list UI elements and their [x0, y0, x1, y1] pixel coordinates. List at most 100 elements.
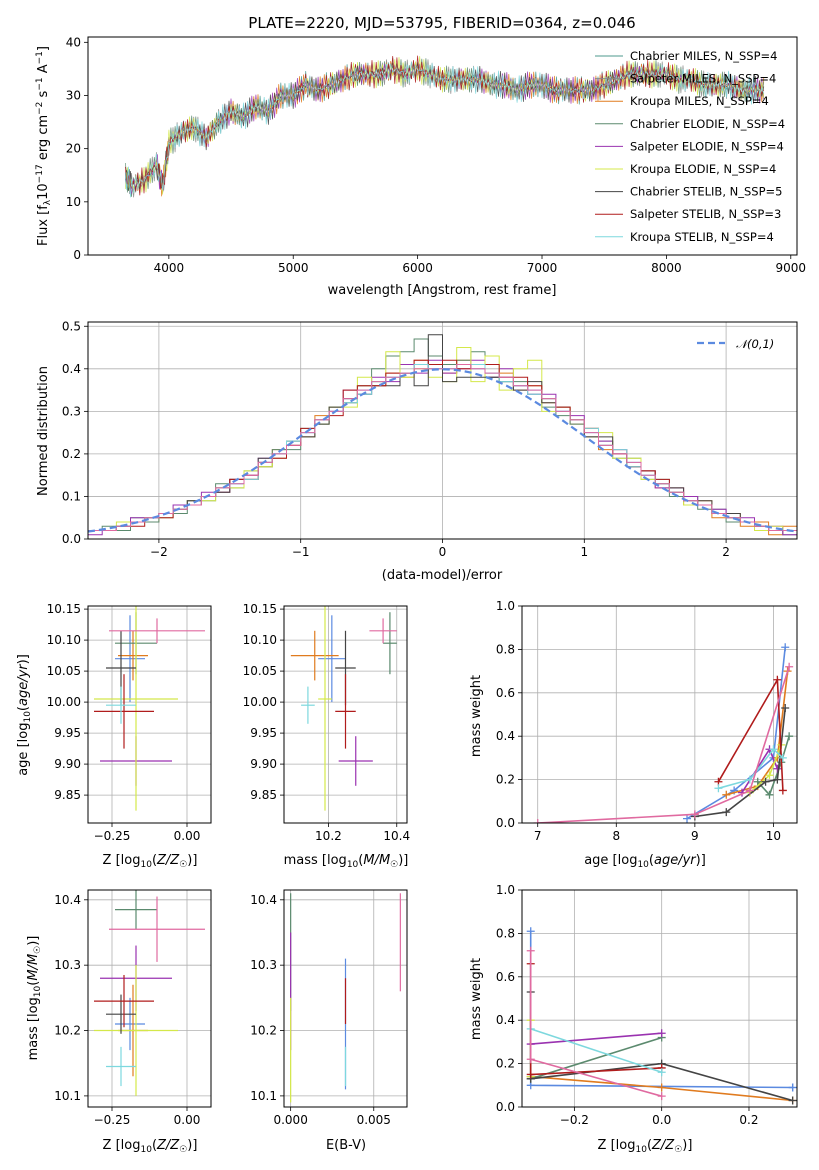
plus-marker	[714, 784, 723, 793]
y-tick-label: 10.3	[54, 958, 81, 972]
x-tick-label: −0.25	[94, 1113, 131, 1127]
plus-marker	[745, 786, 754, 795]
zage-ylabel: age [log10(age/yr)]	[16, 654, 33, 776]
x-tick-label: 10.2	[315, 829, 342, 843]
x-tick-label: 2	[722, 545, 730, 559]
mass-weight-line	[530, 1032, 662, 1045]
x-tick-label: 7000	[527, 261, 558, 275]
axes-frame	[283, 889, 408, 1108]
y-tick-label: 0.1	[62, 489, 81, 503]
y-tick-label: 20	[66, 142, 81, 156]
massage-xlabel: mass [log10(M/M☉)]	[284, 853, 409, 870]
x-tick-label: 9	[691, 829, 699, 843]
plus-marker	[788, 1083, 797, 1092]
y-tick-label: 10.10	[47, 633, 81, 647]
plus-marker	[683, 814, 691, 823]
y-tick-label: 10.4	[250, 893, 277, 907]
y-tick-label: 10.1	[54, 1089, 81, 1103]
x-tick-label: −1	[292, 545, 310, 559]
y-tick-label: 0.0	[496, 1100, 515, 1114]
legend-entry: Chabrier ELODIE, N_SSP=4	[630, 117, 785, 131]
y-tick-label: 0.0	[62, 532, 81, 546]
mass-weight-line	[718, 748, 784, 790]
plus-marker	[533, 819, 542, 823]
y-tick-label: 0.4	[496, 729, 515, 743]
mass-weight-line	[537, 666, 790, 823]
plus-marker	[781, 643, 790, 652]
y-tick-label: 0.0	[496, 816, 515, 830]
plus-marker	[657, 1068, 666, 1077]
plus-marker	[761, 777, 770, 786]
plus-marker	[765, 790, 774, 799]
y-tick-label: 0.8	[496, 926, 515, 940]
axes-frame	[87, 321, 798, 540]
x-tick-label: 8	[612, 829, 620, 843]
y-tick-label: 10.05	[243, 664, 277, 678]
errorbar-layer	[290, 893, 401, 1103]
y-tick-label: 0	[73, 248, 81, 262]
y-tick-label: 0.3	[62, 404, 81, 418]
ebv-mass-panel: E(B-V) 0.000 0.005 10.1 10.2 10.3 10.4	[250, 889, 408, 1153]
y-tick-label: 0.8	[496, 642, 515, 656]
x-tick-label: 0	[439, 545, 447, 559]
y-tick-label: 9.85	[54, 788, 81, 802]
y-tick-label: 0.5	[62, 319, 81, 333]
plus-marker	[785, 662, 794, 671]
y-tick-label: 10.15	[47, 602, 81, 616]
axes-frame	[521, 889, 798, 1108]
normal-curve	[88, 368, 797, 533]
ebv-xlabel: E(B-V)	[326, 1138, 366, 1153]
y-tick-label: 0.2	[62, 447, 81, 461]
zage-xlabel: Z [log10(Z/Z☉)]	[103, 853, 198, 870]
y-tick-label: 0.6	[496, 686, 515, 700]
y-tick-label: 0.2	[496, 773, 515, 787]
plus-marker	[773, 764, 782, 773]
y-tick-label: 10.00	[243, 695, 277, 709]
spectrum-series-line	[124, 61, 765, 198]
legend-entry: Salpeter STELIB, N_SSP=3	[630, 207, 781, 221]
errorbar-layer	[290, 606, 397, 811]
plus-marker	[773, 775, 782, 784]
x-tick-label: 5000	[278, 261, 309, 275]
y-tick-label: 10.15	[243, 602, 277, 616]
x-tick-label: 7	[534, 829, 542, 843]
errorbar-layer	[94, 890, 205, 1096]
plus-marker	[690, 810, 699, 819]
legend-entry: Kroupa MILES, N_SSP=4	[630, 94, 769, 108]
residual-histogram-panel: (data-model)/error Normed distribution −…	[36, 319, 798, 583]
plus-marker	[526, 927, 535, 936]
zmass-ylabel: mass [log10(M/M☉)]	[26, 936, 43, 1061]
y-tick-label: 9.95	[54, 726, 81, 740]
plus-marker	[781, 703, 790, 712]
plus-marker	[657, 1083, 666, 1092]
zmass-xlabel: Z [log10(Z/Z☉)]	[103, 1138, 198, 1155]
y-tick-label: 10.10	[243, 633, 277, 647]
plus-marker	[769, 745, 778, 754]
spectrum-ylabel: Flux [fλ10−17 erg cm−2 s−1 A−1]	[35, 46, 53, 246]
y-tick-label: 9.90	[250, 757, 277, 771]
y-tick-label: 1.0	[496, 599, 515, 613]
legend-entry: 𝒩(0,1)	[736, 337, 774, 351]
x-tick-label: 0.00	[174, 1113, 201, 1127]
plus-marker	[526, 946, 535, 955]
legend-entry: Chabrier STELIB, N_SSP=5	[630, 185, 782, 199]
x-tick-label: 0.00	[174, 829, 201, 843]
plus-marker	[785, 732, 794, 741]
axes-frame	[87, 36, 798, 256]
y-tick-label: 40	[66, 35, 81, 49]
y-tick-label: 9.85	[250, 788, 277, 802]
legend-entry: Chabrier MILES, N_SSP=4	[630, 49, 777, 63]
legend-entry: Salpeter MILES, N_SSP=4	[630, 72, 776, 86]
x-tick-label: 0.2	[739, 1113, 758, 1127]
plus-marker	[722, 790, 731, 799]
x-tick-label: −0.2	[560, 1113, 589, 1127]
legend-entry: Kroupa STELIB, N_SSP=4	[630, 230, 774, 244]
plus-marker	[722, 808, 731, 817]
z-age-panel: Z [log10(Z/Z☉)] age [log10(age/yr)] −0.2…	[16, 602, 212, 870]
mass-weight-line	[530, 1036, 662, 1080]
y-tick-label: 1.0	[496, 883, 515, 897]
plus-marker	[657, 1092, 666, 1101]
plus-marker	[773, 675, 782, 684]
age-massweight-panel: age [log10(age/yr)] mass weight 7 8 9 10 0.0…	[469, 599, 798, 870]
